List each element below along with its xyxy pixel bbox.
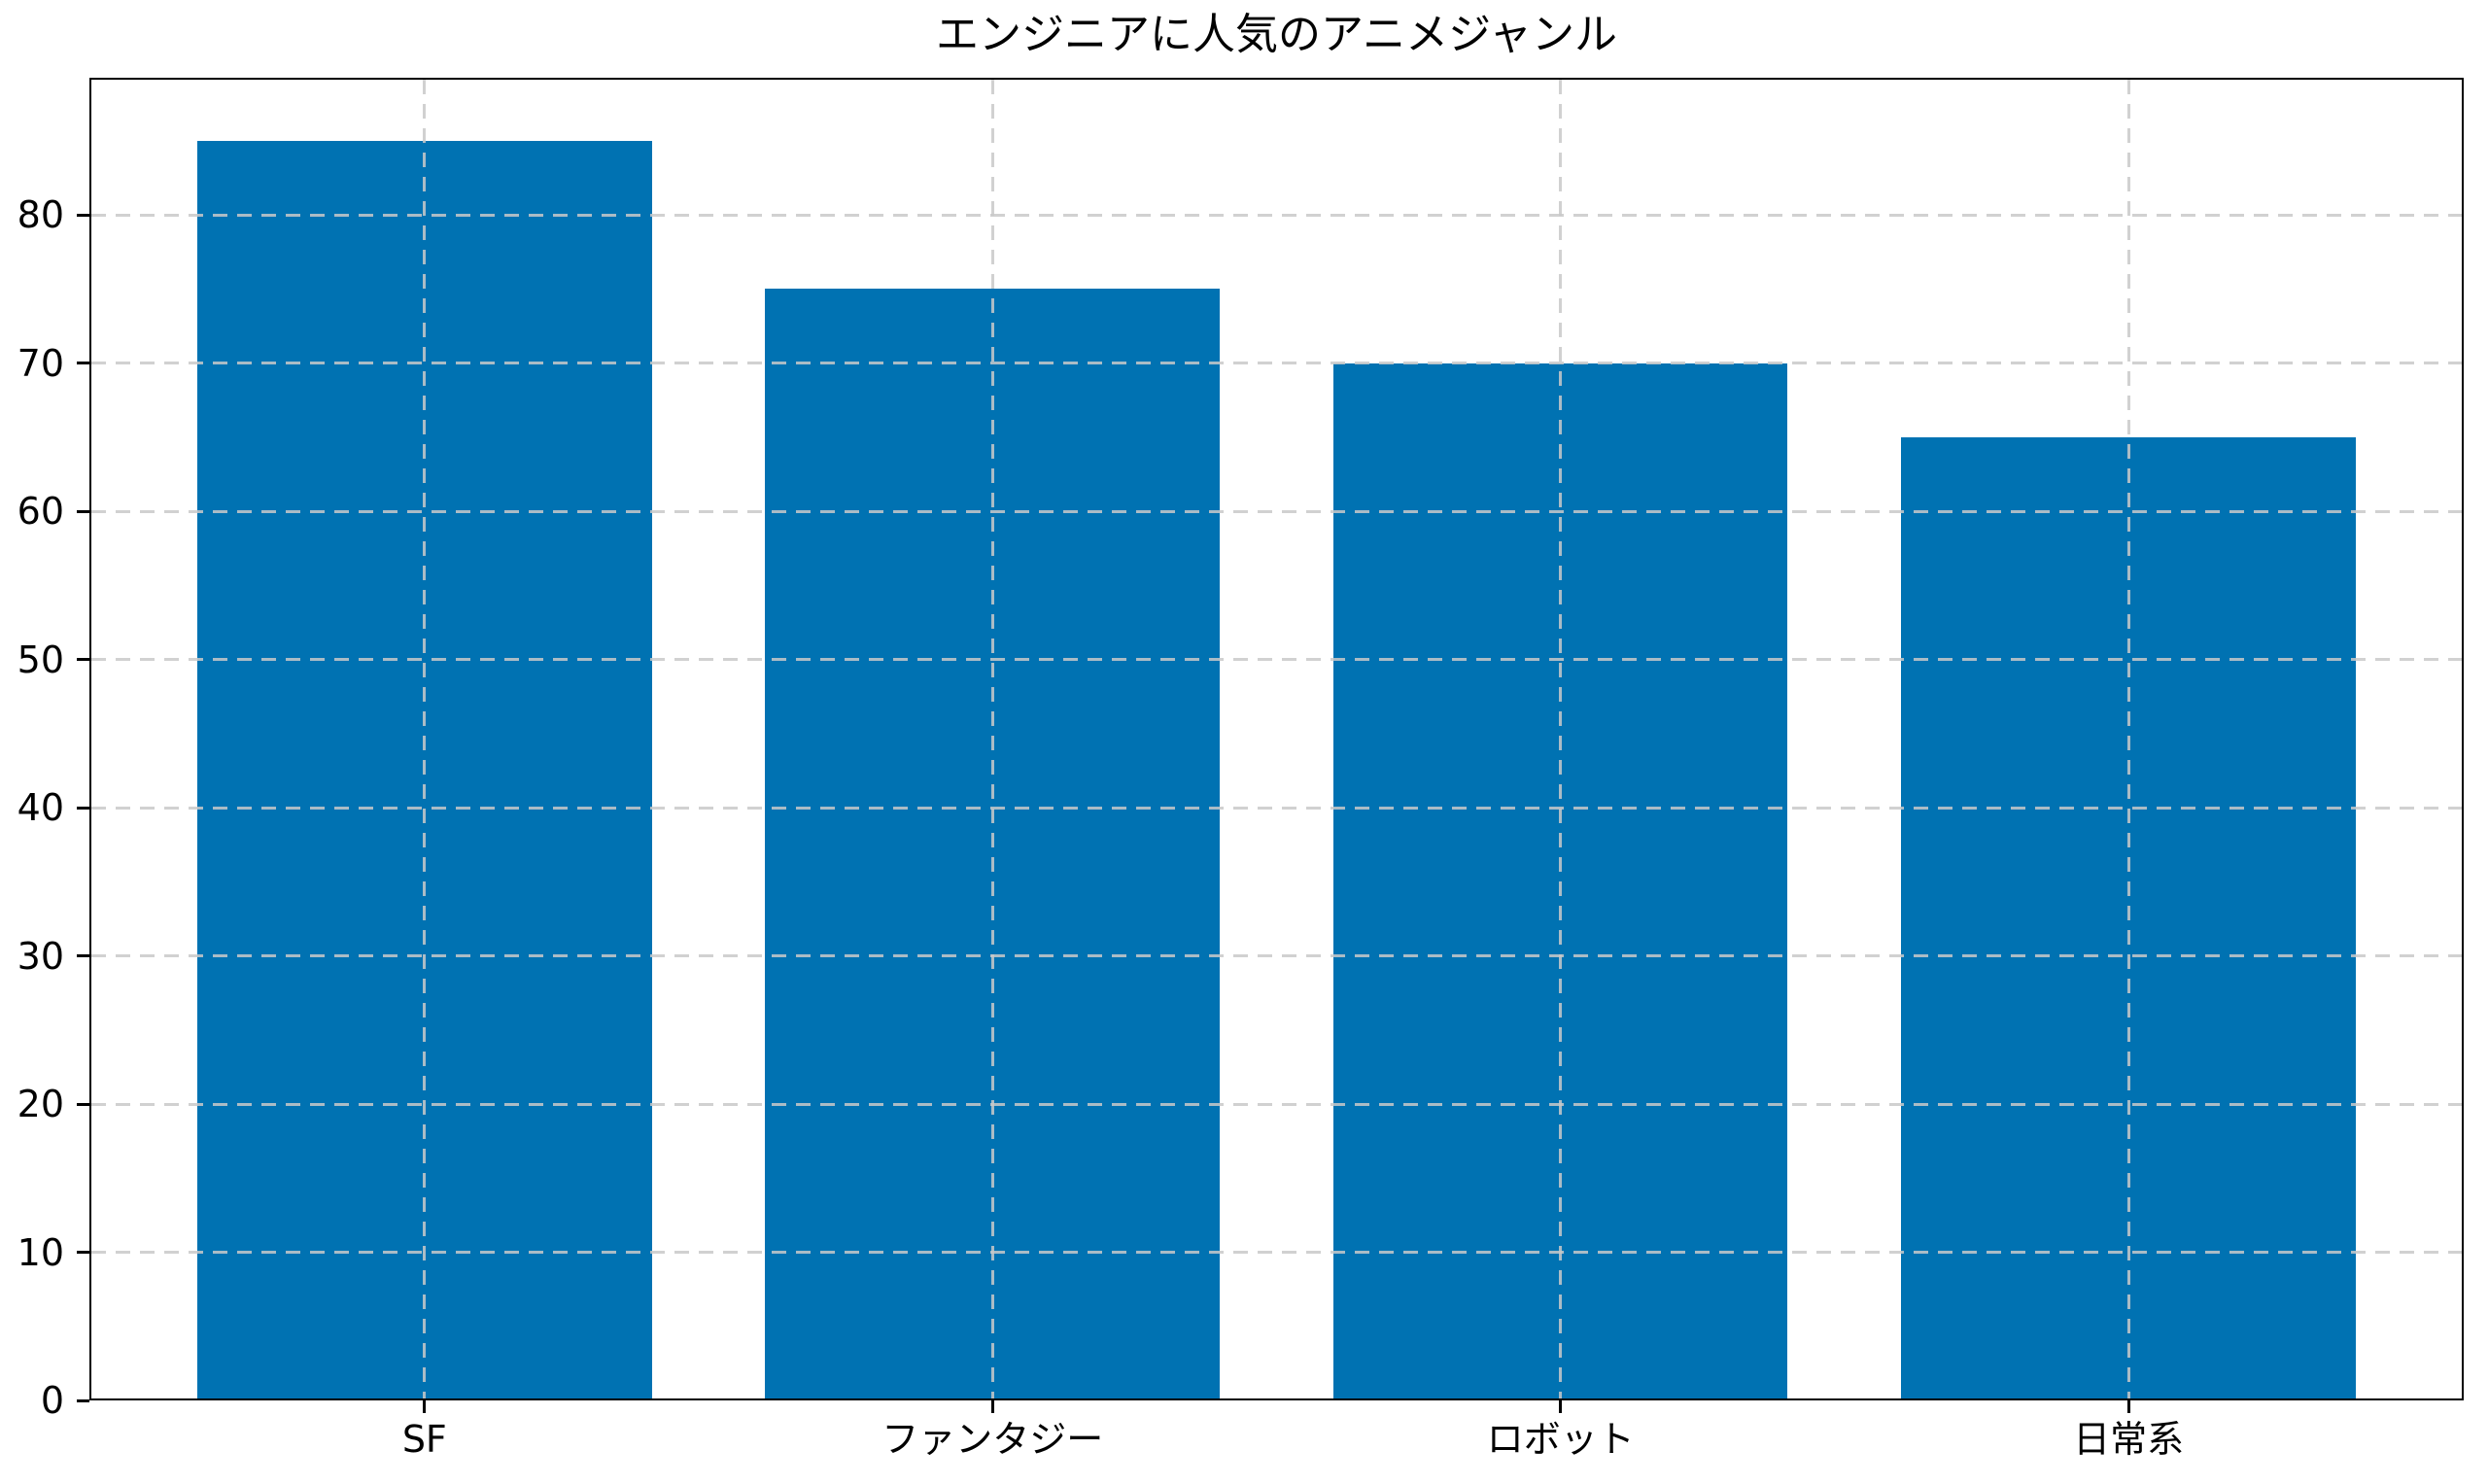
x-gridline bbox=[990, 80, 994, 1398]
y-gridline bbox=[91, 213, 2462, 217]
y-tick-label: 20 bbox=[17, 1083, 64, 1125]
y-tick-label: 0 bbox=[40, 1379, 64, 1422]
y-tick-label: 60 bbox=[17, 490, 64, 534]
y-gridline bbox=[91, 658, 2462, 662]
y-tick-label: 50 bbox=[17, 638, 64, 681]
y-tick-label: 40 bbox=[17, 786, 64, 830]
x-tick-mark bbox=[2126, 1400, 2130, 1413]
x-tick-mark bbox=[423, 1400, 427, 1413]
x-tick-label: ファンタジー bbox=[881, 1418, 1104, 1461]
y-tick-mark bbox=[77, 213, 89, 217]
y-gridline bbox=[91, 362, 2462, 365]
y-gridline bbox=[91, 509, 2462, 513]
y-tick-label: 10 bbox=[17, 1230, 64, 1274]
y-tick-mark bbox=[77, 1398, 89, 1402]
x-tick-mark bbox=[990, 1400, 994, 1413]
x-tick-label: SF bbox=[401, 1418, 447, 1461]
y-tick-label: 30 bbox=[17, 934, 64, 978]
x-gridline bbox=[423, 80, 427, 1398]
y-gridline bbox=[91, 1251, 2462, 1254]
x-tick-label: ロボット bbox=[1486, 1418, 1635, 1461]
y-tick-mark bbox=[77, 509, 89, 513]
y-tick-mark bbox=[77, 1251, 89, 1254]
chart-title: エンジニアに人気のアニメジャンル bbox=[936, 10, 1617, 59]
y-tick-label: 70 bbox=[17, 341, 64, 385]
y-tick-mark bbox=[77, 806, 89, 810]
y-gridline bbox=[91, 806, 2462, 810]
x-tick-mark bbox=[1559, 1400, 1563, 1413]
x-gridline bbox=[2126, 80, 2130, 1398]
y-gridline bbox=[91, 954, 2462, 958]
x-tick-label: 日常系 bbox=[2073, 1418, 2185, 1461]
y-tick-mark bbox=[77, 1102, 89, 1106]
y-gridline bbox=[91, 1102, 2462, 1106]
x-gridline bbox=[1559, 80, 1563, 1398]
y-tick-mark bbox=[77, 362, 89, 365]
y-tick-mark bbox=[77, 658, 89, 662]
y-tick-mark bbox=[77, 954, 89, 958]
y-tick-label: 80 bbox=[17, 193, 64, 237]
